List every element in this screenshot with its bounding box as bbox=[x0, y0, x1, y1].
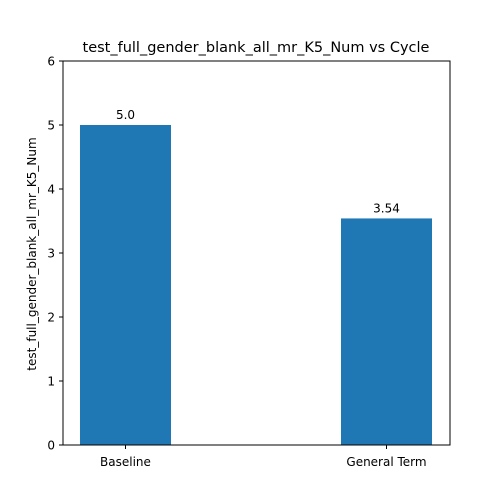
chart-title: test_full_gender_blank_all_mr_K5_Num vs … bbox=[83, 40, 430, 56]
y-tick-label-1: 1 bbox=[47, 375, 55, 389]
ticks-layer: Baseline General Term 0 1 2 3 4 5 6 bbox=[47, 55, 426, 470]
y-tick-label-5: 5 bbox=[47, 119, 55, 133]
bar-1 bbox=[341, 218, 432, 445]
y-tick-label-3: 3 bbox=[47, 247, 55, 261]
y-axis-label: test_full_gender_blank_all_mr_K5_Num bbox=[25, 137, 39, 370]
bar-value-label-0: 5.0 bbox=[116, 108, 135, 122]
bar-value-label-1: 3.54 bbox=[373, 201, 400, 215]
y-tick-label-4: 4 bbox=[47, 183, 55, 197]
bars-layer bbox=[80, 125, 432, 445]
y-tick-label-2: 2 bbox=[47, 311, 55, 325]
data-labels-layer: 5.0 3.54 bbox=[116, 108, 400, 215]
y-tick-label-0: 0 bbox=[47, 439, 55, 453]
plot-frame bbox=[62, 60, 451, 446]
bar-0 bbox=[80, 125, 171, 445]
y-tick-label-6: 6 bbox=[47, 55, 55, 69]
x-tick-label-1: General Term bbox=[346, 455, 426, 469]
x-tick-label-0: Baseline bbox=[100, 455, 151, 469]
